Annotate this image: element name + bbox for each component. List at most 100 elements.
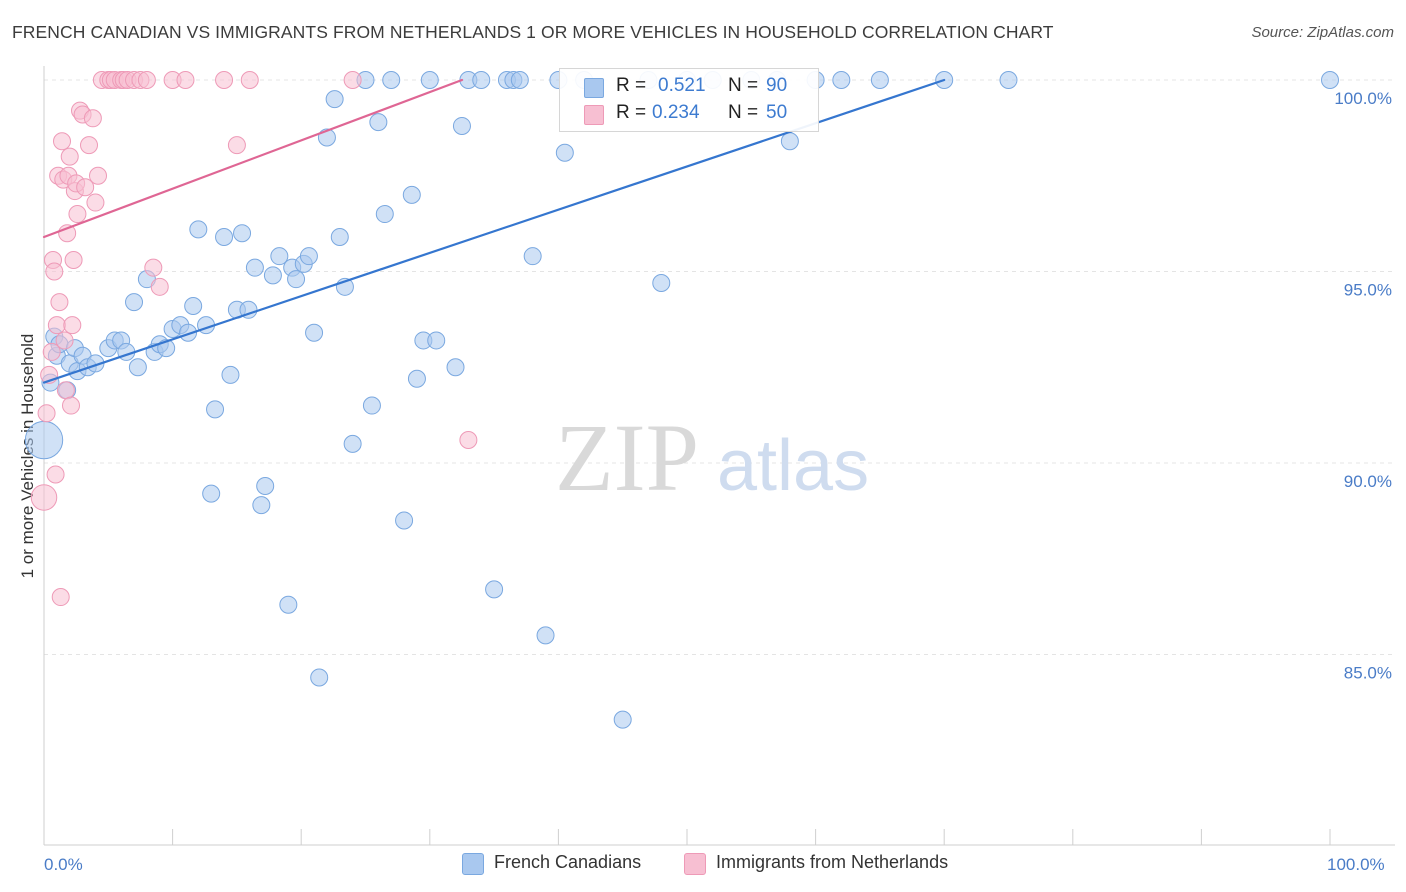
point-s0-55 — [375, 205, 394, 224]
point-s0-58 — [402, 185, 421, 204]
point-s0-59 — [407, 369, 426, 388]
point-s0-39 — [270, 247, 289, 266]
point-s0-70 — [510, 71, 529, 89]
point-s0-17 — [128, 358, 147, 377]
point-s1-27 — [80, 136, 99, 155]
y-tick-label-3: 85.0% — [1344, 664, 1392, 683]
chart-title: FRENCH CANADIAN VS IMMIGRANTS FROM NETHE… — [12, 22, 1054, 42]
point-s0-51 — [343, 434, 362, 453]
legend-swatch-french-canadians — [462, 853, 484, 875]
point-s0-89 — [1321, 71, 1339, 89]
point-s0-61 — [420, 71, 439, 89]
point-s0-62 — [427, 331, 446, 350]
point-s1-3 — [42, 342, 61, 361]
swatch-netherlands — [584, 105, 604, 125]
point-s0-88 — [999, 71, 1018, 89]
point-s1-0 — [30, 484, 58, 511]
point-s0-26 — [189, 220, 208, 239]
point-s1-48 — [343, 71, 362, 89]
point-s1-10 — [51, 588, 70, 607]
point-s1-30 — [89, 166, 108, 185]
watermark: ZIP atlas — [555, 404, 869, 511]
stats-legend: R = 0.521 N = 90 R = 0.234 N = 50 — [559, 68, 819, 132]
point-s0-63 — [446, 358, 465, 377]
point-s0-36 — [252, 496, 271, 515]
point-s0-45 — [305, 323, 324, 342]
point-s0-38 — [263, 266, 282, 285]
watermark-atlas: atlas — [717, 426, 869, 506]
point-s0-0 — [24, 420, 64, 460]
point-s0-28 — [202, 484, 221, 503]
watermark-zip: ZIP — [555, 404, 699, 511]
point-s0-33 — [233, 224, 252, 243]
n-value: 50 — [766, 102, 788, 123]
point-s0-64 — [452, 116, 471, 135]
point-s0-30 — [215, 228, 234, 247]
point-s1-5 — [45, 262, 64, 281]
point-s0-83 — [780, 132, 799, 151]
point-s0-31 — [221, 365, 240, 384]
point-s0-76 — [613, 710, 632, 729]
x-tick-label-max: 100.0% — [1327, 855, 1385, 874]
r-value: 0.521 — [658, 75, 706, 96]
point-s1-44 — [176, 71, 195, 89]
n-label: N = — [728, 75, 759, 96]
point-s1-6 — [46, 465, 65, 484]
point-s1-9 — [50, 293, 69, 312]
swatch-french-canadians — [584, 78, 604, 98]
point-s0-24 — [179, 323, 198, 342]
point-s1-11 — [53, 132, 72, 151]
point-s0-66 — [472, 71, 491, 89]
series-1-points — [30, 71, 478, 607]
point-s1-20 — [64, 251, 83, 270]
point-s1-28 — [83, 109, 102, 128]
r-label: R = — [616, 102, 647, 123]
point-s0-29 — [206, 400, 225, 419]
point-s0-25 — [184, 296, 203, 315]
point-s1-46 — [227, 136, 246, 155]
point-s1-45 — [215, 71, 234, 89]
x-tick-labels: 0.0% 100.0% — [44, 855, 1385, 874]
y-tick-label-1: 95.0% — [1344, 281, 1392, 300]
point-s0-46 — [310, 668, 329, 687]
point-s1-42 — [150, 277, 169, 296]
point-s1-47 — [240, 71, 259, 89]
point-s0-16 — [125, 293, 144, 312]
point-s1-17 — [60, 147, 79, 166]
point-s1-26 — [76, 178, 95, 197]
point-s0-48 — [325, 90, 344, 109]
y-tick-labels: 100.0% 95.0% 90.0% 85.0% — [1334, 89, 1392, 683]
point-s0-53 — [362, 396, 381, 415]
point-s0-37 — [256, 476, 275, 495]
legend-label-french-canadians: French Canadians — [494, 852, 642, 872]
point-s1-18 — [62, 396, 81, 415]
point-s0-74 — [555, 143, 574, 162]
point-s0-42 — [287, 270, 306, 289]
point-s0-40 — [279, 595, 298, 614]
point-s0-78 — [652, 273, 671, 292]
point-s1-14 — [56, 381, 75, 400]
series-legend: French Canadians Immigrants from Netherl… — [0, 851, 1406, 877]
r-value: 0.234 — [652, 102, 700, 123]
point-s0-85 — [832, 71, 851, 89]
point-s0-57 — [395, 511, 414, 530]
point-s0-44 — [299, 247, 318, 266]
point-s1-41 — [144, 258, 163, 277]
point-s0-71 — [523, 247, 542, 266]
point-s0-34 — [239, 300, 258, 319]
n-label: N = — [728, 102, 759, 123]
r-label: R = — [616, 75, 647, 96]
n-value: 90 — [766, 75, 788, 96]
point-s0-86 — [870, 71, 889, 89]
point-s0-54 — [369, 113, 388, 132]
point-s0-49 — [330, 228, 349, 247]
point-s0-67 — [485, 580, 504, 599]
point-s1-29 — [86, 193, 105, 212]
trend-line-s1 — [42, 78, 464, 239]
legend-swatch-netherlands — [684, 853, 706, 875]
y-tick-label-0: 100.0% — [1334, 89, 1392, 108]
y-tick-label-2: 90.0% — [1344, 472, 1392, 491]
point-s1-49 — [459, 431, 478, 450]
point-s1-1 — [37, 404, 56, 423]
point-s0-35 — [245, 258, 264, 277]
